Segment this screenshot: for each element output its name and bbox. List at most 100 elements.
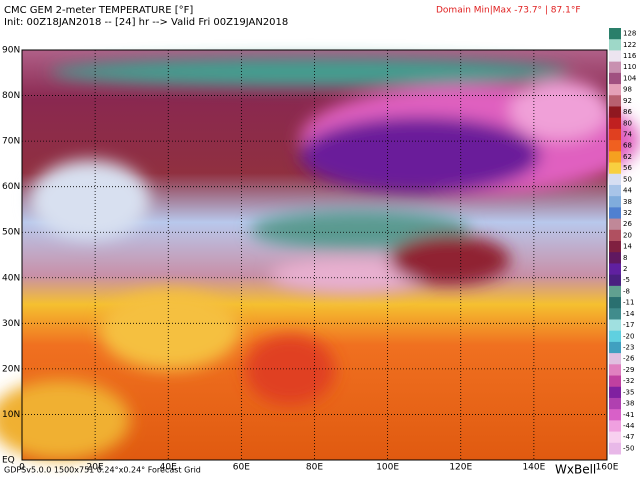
- colorbar-swatch: [609, 95, 621, 107]
- colorbar: 128 122 116 110 104 98 92 86 80 74 68 62 56 50 44 38 32 2…: [609, 28, 637, 455]
- longitude-label: 60E: [233, 463, 250, 473]
- colorbar-label: -23: [623, 344, 634, 352]
- colorbar-swatch: [609, 84, 621, 96]
- map-frame: [21, 49, 608, 461]
- colorbar-label: -17: [623, 321, 634, 329]
- latitude-label: 70N: [2, 137, 20, 147]
- colorbar-swatch: [609, 330, 621, 343]
- colorbar-label: 56: [623, 164, 632, 172]
- colorbar-label: 98: [623, 86, 632, 94]
- colorbar-label: -14: [623, 310, 635, 318]
- colorbar-swatch: [609, 196, 621, 208]
- colorbar-swatch: [609, 106, 621, 119]
- colorbar-label: -8: [623, 287, 630, 295]
- latitude-label: 60N: [2, 182, 20, 192]
- colorbar-swatch: [609, 285, 621, 298]
- colorbar-label: 104: [623, 74, 637, 82]
- latitude-label: 10N: [2, 410, 20, 420]
- colorbar-label: 74: [623, 131, 632, 139]
- longitude-label: 20E: [87, 463, 104, 473]
- colorbar-label: 122: [623, 41, 636, 49]
- colorbar-swatch: [609, 173, 621, 186]
- colorbar-label: 62: [623, 153, 632, 161]
- colorbar-label: -5: [623, 276, 630, 284]
- latitude-label: 50N: [2, 228, 20, 238]
- colorbar-label: 26: [623, 220, 632, 228]
- colorbar-label: -44: [623, 422, 635, 430]
- colorbar-label: 2: [623, 265, 627, 273]
- colorbar-swatch: [609, 252, 621, 264]
- europe: [30, 160, 150, 240]
- colorbar-label: 8: [623, 254, 627, 262]
- colorbar-swatch: [609, 229, 621, 242]
- siberia-cold: [300, 117, 540, 193]
- colorbar-label: -20: [623, 332, 634, 340]
- colorbar-swatch: [609, 353, 621, 365]
- arctic-band: [50, 58, 570, 86]
- colorbar-swatch: [609, 274, 621, 287]
- colorbar-label: -32: [623, 377, 634, 385]
- colorbar-swatch: [609, 442, 621, 455]
- colorbar-label: -47: [623, 433, 634, 441]
- colorbar-label: 92: [623, 97, 632, 105]
- colorbar-swatch: [609, 128, 621, 141]
- arabia: [100, 290, 240, 370]
- latitude-label: EQ: [2, 456, 15, 466]
- colorbar-swatch: [609, 61, 621, 74]
- title: CMC GEM 2-meter TEMPERATURE [°F]: [4, 5, 193, 16]
- colorbar-swatch: [609, 241, 621, 253]
- colorbar-swatch: [609, 151, 621, 164]
- colorbar-swatch: [609, 72, 621, 85]
- colorbar-label: -41: [623, 411, 634, 419]
- colorbar-label: 14: [623, 243, 632, 251]
- longitude-label: 160E: [596, 463, 619, 473]
- longitude-label: 80E: [306, 463, 323, 473]
- colorbar-swatch: [609, 50, 621, 63]
- colorbar-label: 32: [623, 209, 632, 217]
- colorbar-label: 110: [623, 63, 636, 71]
- latitude-label: 30N: [2, 319, 20, 329]
- colorbar-label: 86: [623, 108, 632, 116]
- latitude-label: 90N: [2, 46, 20, 56]
- colorbar-label: -50: [623, 444, 634, 452]
- colorbar-swatch: [609, 364, 621, 377]
- longitude-label: 120E: [449, 463, 472, 473]
- colorbar-swatch: [609, 319, 621, 332]
- china: [390, 235, 510, 285]
- brand: WxBell: [555, 463, 596, 477]
- longitude-label: 140E: [522, 463, 545, 473]
- colorbar-swatch: [609, 386, 621, 399]
- graticule: [22, 50, 607, 460]
- map-field: [0, 50, 640, 460]
- colorbar-swatch: [609, 397, 621, 410]
- colorbar-swatch: [609, 218, 621, 231]
- tibet: [270, 257, 430, 293]
- colorbar-swatch: [609, 184, 621, 197]
- latitude-label: 20N: [2, 364, 20, 374]
- colorbar-swatch: [609, 341, 621, 354]
- colorbar-label: -35: [623, 388, 634, 396]
- colorbar-label: -29: [623, 366, 634, 374]
- colorbar-swatch: [609, 409, 621, 421]
- colorbar-label: 50: [623, 175, 632, 183]
- colorbar-label: -26: [623, 355, 635, 363]
- colorbar-swatch: [609, 308, 621, 320]
- colorbar-label: 68: [623, 142, 632, 150]
- latitude-label: 40N: [2, 273, 20, 283]
- colorbar-label: 116: [623, 52, 637, 60]
- colorbar-swatch: [609, 140, 621, 152]
- domain-minmax: Domain Min|Max -73.7° | 87.1°F: [436, 6, 581, 16]
- colorbar-swatch: [609, 263, 621, 276]
- colorbar-swatch: [609, 431, 621, 444]
- colorbar-label: -38: [623, 400, 634, 408]
- colorbar-swatch: [609, 420, 621, 433]
- longitude-label: 100E: [376, 463, 399, 473]
- colorbar-swatch: [609, 162, 621, 175]
- africa: [0, 380, 130, 460]
- colorbar-label: 80: [623, 119, 632, 127]
- latitude-label: 80N: [2, 91, 20, 101]
- colorbar-swatch: [609, 207, 621, 220]
- colorbar-swatch: [609, 297, 621, 309]
- longitude-label: 0: [19, 463, 25, 473]
